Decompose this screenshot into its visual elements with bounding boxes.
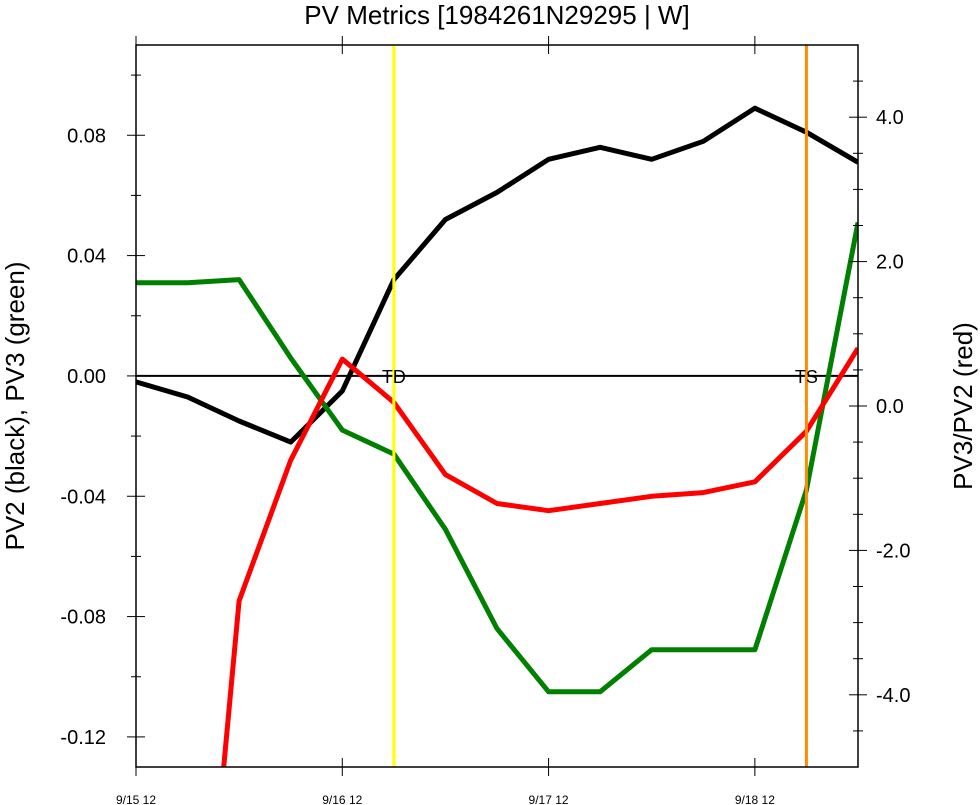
plot-area: TD TS -0.12 -0.08 -0.04 0.00 0.04 0.08 -4.0 -2.0 0… [60,36,910,805]
left-tick-label: -0.04 [60,486,106,508]
x-tick-label: 9/16 12 [322,793,362,805]
series-line-0 [136,105,858,445]
marker-label-td: TD [382,367,406,387]
left-tick-label: 0.04 [67,246,106,268]
right-tick-label: 2.0 [876,252,904,274]
series-line-1 [136,222,858,695]
right-axis-title: PV3/PV2 (red) [948,322,978,490]
x-tick-label: 9/17 12 [529,793,569,805]
x-tick-label: 9/15 12 [116,793,156,805]
right-tick-label: 4.0 [876,107,904,129]
left-tick-label: -0.08 [60,607,106,629]
left-tick-label: 0.00 [67,366,106,388]
right-tick-label: 0.0 [876,396,904,418]
chart-title: PV Metrics [1984261N29295 | W] [304,0,689,30]
left-axis-title: PV2 (black), PV3 (green) [0,261,30,550]
series-line-2 [221,346,858,767]
x-tick-label: 9/18 12 [735,793,775,805]
right-tick-label: -2.0 [876,540,910,562]
left-tick-label: -0.12 [60,727,106,749]
left-tick-label: 0.08 [67,125,106,147]
plot-frame [135,44,859,768]
marker-label-ts: TS [795,367,818,387]
right-tick-label: -4.0 [876,685,910,707]
